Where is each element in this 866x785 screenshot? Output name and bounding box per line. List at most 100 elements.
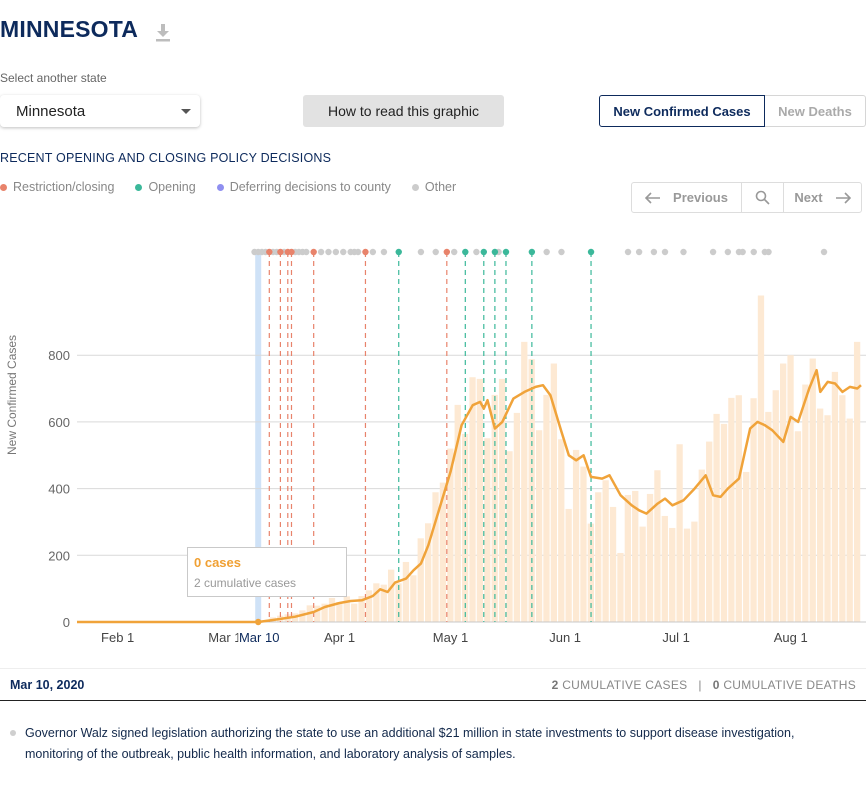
legend-dot-deferring xyxy=(216,183,224,191)
state-select-label: Select another state xyxy=(0,71,107,85)
other-event-dot xyxy=(635,248,643,256)
other-event-dot xyxy=(543,248,550,256)
daily-case-bar xyxy=(351,603,358,622)
other-event-dot xyxy=(820,248,828,256)
daily-case-bar xyxy=(513,412,521,622)
daily-case-bar xyxy=(424,523,432,622)
policy-event-dot xyxy=(491,248,499,256)
tooltip-cumulative: 2 cumulative cases xyxy=(194,576,297,590)
daily-case-bar xyxy=(595,492,602,622)
daily-case-bar xyxy=(743,471,750,622)
daily-case-bar xyxy=(535,430,543,622)
daily-case-bar xyxy=(543,394,550,622)
tooltip-cases: 0 cases xyxy=(194,555,241,570)
cumulative-stats: 2 CUMULATIVE CASES | 0 CUMULATIVE DEATHS xyxy=(552,678,856,692)
other-event-dot xyxy=(317,248,325,256)
selected-date: Mar 10, 2020 xyxy=(10,677,85,692)
daily-case-bar xyxy=(816,408,824,622)
selected-date-label: Mar 10 xyxy=(239,630,279,645)
legend-item-deferring: Deferring decisions to county xyxy=(216,180,391,194)
selected-point xyxy=(255,618,262,626)
daily-case-bar xyxy=(706,441,713,622)
legend-label-restriction: Restriction/closing xyxy=(13,180,115,194)
daily-case-bar xyxy=(750,398,757,622)
daily-case-bar xyxy=(395,583,402,622)
chevron-down-icon xyxy=(181,109,191,114)
policy-note: Governor Walz signed legislation authori… xyxy=(10,723,830,765)
legend-label-opening: Opening xyxy=(148,180,196,194)
next-button[interactable]: Next xyxy=(784,183,861,212)
other-event-dot xyxy=(354,248,362,256)
daily-case-bar xyxy=(417,538,424,622)
policy-heading: RECENT OPENING AND CLOSING POLICY DECISI… xyxy=(0,151,332,165)
daily-case-bar xyxy=(432,492,439,622)
daily-case-bar xyxy=(669,527,676,622)
daily-case-bar xyxy=(632,490,639,622)
policy-event-dot xyxy=(277,248,284,256)
state-select-value: Minnesota xyxy=(16,102,86,120)
daily-case-bar xyxy=(572,449,580,622)
daily-case-bar xyxy=(336,601,343,622)
daily-case-bar xyxy=(846,418,853,622)
policy-event-dot xyxy=(528,248,536,256)
other-event-dot xyxy=(432,248,439,256)
other-event-dot xyxy=(650,248,658,256)
daily-case-bar xyxy=(780,363,787,622)
daily-case-bar xyxy=(713,413,720,622)
other-event-dot xyxy=(340,248,347,256)
how-to-read-button[interactable]: How to read this graphic xyxy=(303,95,504,127)
legend-dot-other xyxy=(411,183,419,191)
other-event-dot xyxy=(709,248,717,256)
daily-case-bar xyxy=(402,561,410,622)
daily-case-bar xyxy=(728,397,735,622)
daily-case-bar xyxy=(299,610,306,622)
cumulative-deaths-label: CUMULATIVE DEATHS xyxy=(723,677,856,692)
daily-case-bar xyxy=(358,595,365,622)
daily-case-bar xyxy=(809,358,816,622)
other-event-dot xyxy=(473,248,480,256)
daily-case-bar xyxy=(321,603,328,622)
new-cases-toggle[interactable]: New Confirmed Cases xyxy=(599,95,765,127)
daily-case-bar xyxy=(787,355,794,622)
other-event-dot xyxy=(680,248,687,256)
policy-event-dot xyxy=(266,248,273,256)
daily-case-bar xyxy=(388,569,395,622)
x-tick-label: Aug 1 xyxy=(774,630,808,645)
daily-case-bar xyxy=(454,404,461,622)
previous-button[interactable]: Previous xyxy=(632,183,742,212)
next-label: Next xyxy=(794,190,823,205)
legend-item-opening: Opening xyxy=(135,180,196,194)
cases-chart[interactable]: 0 200 400 600 800 New Confirmed Cases Feb 1 Mar… xyxy=(0,230,866,655)
search-button[interactable] xyxy=(742,183,784,212)
y-tick-label: 0 xyxy=(63,615,70,630)
search-icon xyxy=(755,190,770,205)
daily-case-bar xyxy=(676,444,683,622)
policy-event-dot xyxy=(587,248,595,256)
daily-case-bar xyxy=(698,469,705,622)
daily-case-bar xyxy=(410,575,417,622)
daily-case-bar xyxy=(609,506,617,622)
other-event-dot xyxy=(303,248,310,256)
x-tick-label: Feb 1 xyxy=(101,630,134,645)
daily-case-bar xyxy=(661,515,668,622)
legend-item-other: Other xyxy=(411,180,456,194)
policy-event-dot xyxy=(443,248,451,256)
new-deaths-toggle[interactable]: New Deaths xyxy=(765,95,866,127)
other-event-dot xyxy=(624,248,632,256)
policy-event-dot xyxy=(362,248,369,256)
policy-note-text: Governor Walz signed legislation authori… xyxy=(25,726,795,761)
daily-case-bar xyxy=(735,395,742,622)
policy-event-dot xyxy=(288,248,295,256)
daily-case-bar xyxy=(617,552,624,622)
daily-case-bar xyxy=(469,377,476,622)
state-select[interactable]: Minnesota xyxy=(0,95,200,127)
y-tick-label: 200 xyxy=(48,548,70,563)
daily-case-bar xyxy=(853,341,861,622)
daily-case-bar xyxy=(484,438,491,622)
daily-case-bar xyxy=(365,590,373,622)
other-event-dot xyxy=(380,248,388,256)
daily-case-bar xyxy=(772,390,779,622)
other-event-dot xyxy=(325,248,332,256)
y-tick-label: 600 xyxy=(48,415,70,430)
download-icon[interactable] xyxy=(154,22,172,42)
